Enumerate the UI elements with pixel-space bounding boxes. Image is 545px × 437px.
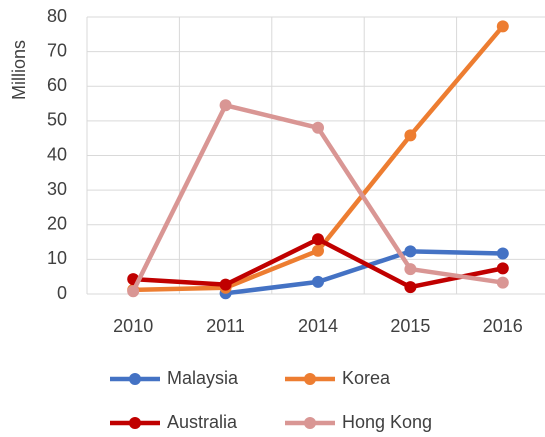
x-tick-label: 2011 xyxy=(206,316,245,336)
marker xyxy=(404,281,417,294)
legend-marker xyxy=(304,417,316,429)
series-line xyxy=(225,249,503,296)
x-tick-label: 2015 xyxy=(390,316,430,336)
x-tick-label: 2010 xyxy=(113,316,153,336)
y-tick-label: 20 xyxy=(47,214,67,234)
legend-label: Malaysia xyxy=(167,368,239,388)
marker xyxy=(219,278,232,291)
legend-label: Korea xyxy=(342,368,391,388)
marker xyxy=(312,121,324,134)
y-tick-label: 40 xyxy=(47,144,67,164)
y-tick-label: 10 xyxy=(47,248,67,268)
legend-label: Hong Kong xyxy=(342,412,432,432)
legend-label: Australia xyxy=(167,412,238,432)
y-tick-label: 80 xyxy=(47,6,67,26)
y-tick-label: 30 xyxy=(47,179,67,199)
marker xyxy=(404,129,417,142)
marker xyxy=(496,276,509,289)
legend-marker xyxy=(129,417,141,429)
y-tick-label: 60 xyxy=(47,75,67,95)
marker xyxy=(312,275,324,288)
legend-marker xyxy=(129,373,141,385)
marker xyxy=(404,263,417,276)
x-tick-label: 2014 xyxy=(298,316,338,336)
marker xyxy=(219,99,232,112)
marker xyxy=(404,245,417,258)
legend-marker xyxy=(304,373,316,385)
y-tick-label: 50 xyxy=(47,110,67,130)
y-tick-label: 70 xyxy=(47,40,67,60)
marker xyxy=(496,262,509,275)
marker xyxy=(127,285,140,298)
marker xyxy=(312,233,324,246)
marker xyxy=(496,20,509,33)
y-axis-label: Millions xyxy=(9,40,29,100)
marker xyxy=(312,244,324,257)
x-tick-label: 2016 xyxy=(483,316,523,336)
marker xyxy=(496,247,509,260)
y-tick-label: 0 xyxy=(57,283,67,303)
